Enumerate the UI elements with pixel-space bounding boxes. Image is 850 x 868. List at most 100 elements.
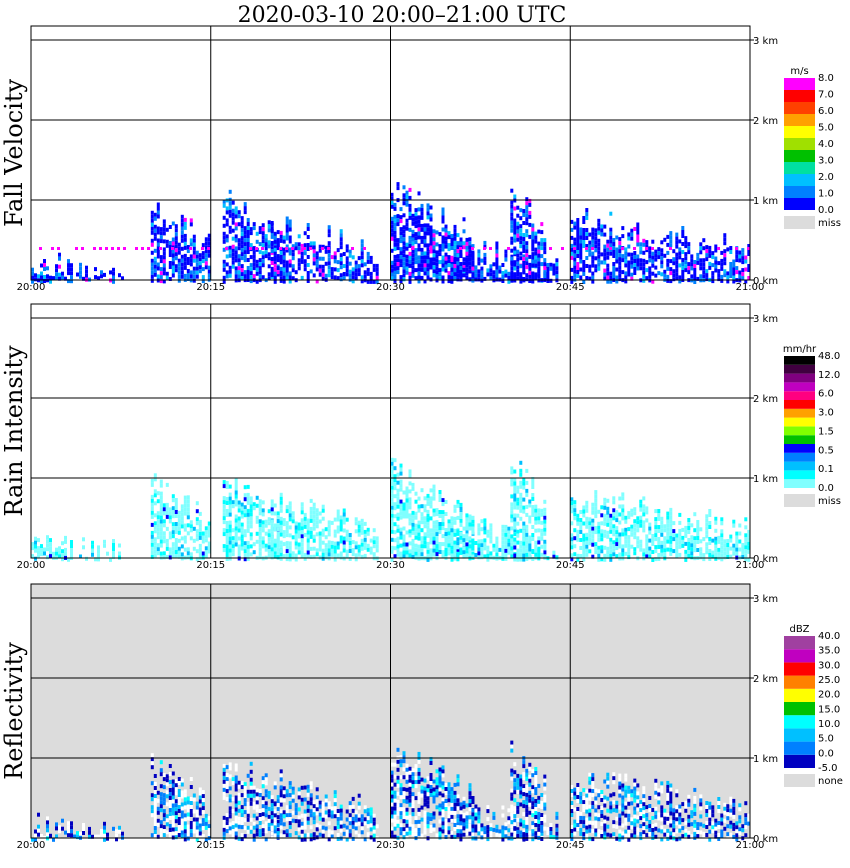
precip-cell bbox=[61, 553, 64, 558]
precip-cell bbox=[432, 512, 436, 517]
precip-cell bbox=[480, 555, 484, 560]
precip-cell bbox=[288, 817, 292, 822]
precip-cell bbox=[573, 552, 577, 557]
precip-cell bbox=[174, 232, 178, 237]
precip-cell bbox=[597, 537, 601, 542]
precip-cell bbox=[627, 539, 631, 544]
precip-cell bbox=[543, 246, 547, 251]
precip-cell bbox=[399, 515, 403, 520]
precip-cell bbox=[615, 542, 619, 547]
precip-cell bbox=[411, 530, 415, 535]
precip-cell bbox=[603, 545, 607, 550]
precip-cell bbox=[690, 258, 694, 263]
precip-cell bbox=[429, 233, 433, 238]
precip-cell bbox=[309, 813, 313, 818]
precip-cell bbox=[648, 550, 652, 555]
precip-cell bbox=[231, 200, 235, 205]
precip-cell bbox=[153, 256, 157, 261]
precip-cell bbox=[357, 805, 361, 810]
precip-cell bbox=[633, 551, 637, 556]
precip-cell bbox=[276, 807, 280, 812]
precip-cells bbox=[31, 740, 751, 842]
precip-cell bbox=[594, 268, 598, 273]
precip-cell bbox=[288, 239, 292, 244]
precip-cell bbox=[312, 800, 316, 805]
velocity-mark bbox=[135, 247, 138, 250]
precip-cell bbox=[255, 231, 259, 236]
precip-cell bbox=[297, 835, 301, 840]
velocity-mark bbox=[255, 247, 258, 250]
precip-cell bbox=[225, 829, 229, 834]
precip-cell bbox=[165, 554, 169, 559]
precip-cell bbox=[396, 540, 400, 545]
precip-cell bbox=[642, 496, 646, 501]
precip-cell bbox=[435, 266, 439, 271]
precip-cell bbox=[552, 554, 556, 559]
precip-cell bbox=[264, 805, 268, 810]
precip-cell bbox=[474, 265, 478, 270]
precip-cell bbox=[669, 259, 673, 264]
precip-cell bbox=[168, 808, 172, 812]
precip-cell bbox=[414, 780, 418, 785]
precip-cell bbox=[702, 262, 706, 267]
precip-cell bbox=[366, 816, 370, 821]
precip-cell bbox=[510, 538, 514, 543]
precip-cell bbox=[192, 274, 196, 279]
precip-cell bbox=[747, 541, 751, 546]
precip-cell bbox=[609, 557, 613, 562]
precip-cell bbox=[510, 208, 514, 213]
precip-cell bbox=[375, 271, 379, 276]
precip-cell bbox=[228, 814, 232, 819]
precip-cell bbox=[519, 256, 523, 261]
precip-cell bbox=[270, 543, 274, 548]
precip-cell bbox=[438, 787, 442, 792]
precip-cell bbox=[237, 504, 241, 509]
precip-cell bbox=[609, 521, 613, 526]
precip-cell bbox=[312, 526, 316, 531]
precip-cell bbox=[228, 253, 232, 258]
precip-cell bbox=[291, 555, 295, 560]
precip-cell bbox=[255, 832, 259, 837]
precip-cell bbox=[234, 250, 238, 255]
precip-cell bbox=[432, 492, 436, 497]
precip-cell bbox=[228, 484, 232, 489]
precip-cell bbox=[510, 266, 514, 271]
precip-cell bbox=[396, 504, 400, 509]
precip-cell bbox=[396, 803, 400, 808]
precip-cell bbox=[348, 541, 352, 545]
precip-cell bbox=[477, 551, 481, 556]
precip-cell bbox=[693, 536, 697, 541]
precip-cell bbox=[279, 266, 283, 271]
precip-cell bbox=[510, 204, 514, 209]
precip-cell bbox=[465, 530, 469, 535]
precip-cell bbox=[285, 268, 289, 273]
precip-cell bbox=[513, 517, 517, 522]
precip-cell bbox=[195, 809, 199, 814]
precip-cell bbox=[360, 526, 364, 531]
precip-cell bbox=[342, 272, 346, 276]
precip-cell bbox=[297, 819, 301, 824]
precip-cell bbox=[153, 834, 157, 838]
precip-cell bbox=[660, 548, 664, 553]
precip-cell bbox=[171, 550, 175, 555]
precip-cell bbox=[165, 546, 169, 551]
precip-cell bbox=[441, 793, 445, 798]
precip-cell bbox=[348, 249, 352, 254]
precip-cell bbox=[573, 544, 577, 549]
colorbar-missing-label: miss bbox=[818, 218, 841, 229]
precip-cell bbox=[204, 265, 208, 270]
precip-cell bbox=[678, 544, 682, 549]
precip-cell bbox=[201, 826, 205, 831]
precip-cell bbox=[174, 256, 178, 261]
precip-cell bbox=[279, 556, 283, 561]
precip-cell bbox=[717, 539, 721, 544]
precip-cell bbox=[333, 533, 337, 538]
precip-cell bbox=[438, 831, 442, 836]
precip-cell bbox=[159, 483, 163, 488]
precip-cell bbox=[246, 801, 250, 806]
precip-cell bbox=[228, 532, 232, 537]
precip-cell bbox=[243, 485, 247, 490]
precip-cell bbox=[162, 511, 166, 516]
precip-cell bbox=[315, 827, 319, 832]
precip-cell bbox=[366, 812, 370, 817]
